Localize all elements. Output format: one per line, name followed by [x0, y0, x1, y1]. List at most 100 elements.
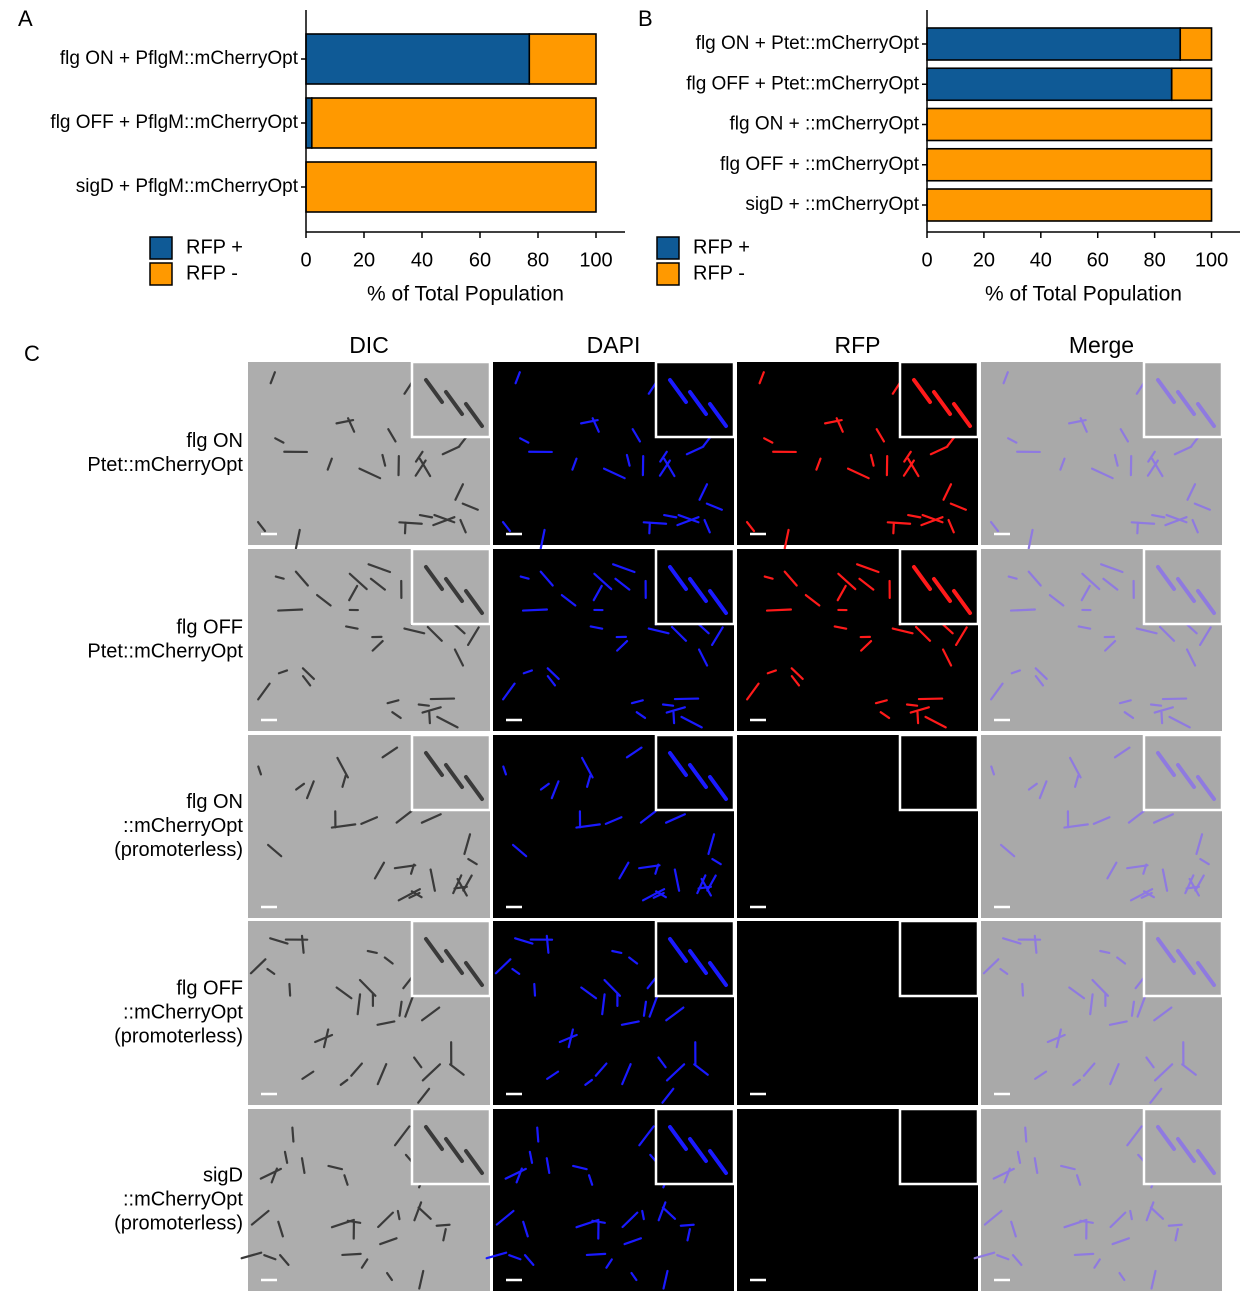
bar-segment	[927, 68, 1172, 100]
cell	[342, 1254, 360, 1255]
cell	[644, 522, 666, 523]
cell	[398, 1211, 400, 1219]
cell	[673, 712, 674, 723]
cell	[888, 522, 910, 523]
bar-segment	[927, 189, 1212, 221]
cell	[681, 1225, 694, 1226]
x-tick-label: 40	[1030, 249, 1052, 271]
micrograph	[487, 1109, 734, 1291]
legend-swatch	[657, 237, 679, 259]
row-label: (promoterless)	[114, 839, 243, 861]
x-tick-label: 100	[579, 249, 612, 271]
inset	[900, 1109, 978, 1184]
bar-segment	[927, 28, 1180, 60]
micrograph	[737, 362, 978, 548]
row-label: Ptet::mCherryOpt	[87, 640, 243, 662]
bar-segment	[1172, 68, 1212, 100]
x-tick-label: 100	[1195, 249, 1228, 271]
row-label: flg ON	[186, 430, 243, 452]
inset	[900, 921, 978, 996]
micrograph	[493, 549, 734, 731]
cell	[523, 609, 547, 610]
category-label: flg OFF + ::mCherryOpt	[720, 154, 920, 175]
micrograph	[248, 362, 490, 548]
row-label: (promoterless)	[114, 1212, 243, 1234]
cell	[437, 1225, 450, 1226]
row-label: (promoterless)	[114, 1025, 243, 1047]
x-tick-label: 80	[527, 249, 549, 271]
legend-label: RFP -	[693, 262, 745, 284]
cell	[663, 705, 673, 706]
bar-segment	[927, 109, 1212, 141]
bar-segment	[306, 34, 529, 84]
micrograph	[248, 549, 490, 731]
legend-label: RFP -	[186, 262, 238, 284]
row-label: flg OFF	[176, 616, 243, 638]
cell	[429, 712, 430, 723]
micrograph	[981, 362, 1222, 548]
micrograph	[975, 1109, 1222, 1291]
cell	[399, 522, 421, 523]
x-tick-label: 20	[973, 249, 995, 271]
bar-segment	[529, 34, 596, 84]
category-label: sigD + ::mCherryOpt	[745, 194, 919, 215]
x-tick-label: 40	[411, 249, 433, 271]
x-tick-label: 80	[1144, 249, 1166, 271]
cell	[1011, 609, 1035, 610]
cell	[767, 609, 791, 610]
cell	[917, 712, 918, 723]
micrograph	[737, 921, 978, 1105]
cell	[1169, 1225, 1182, 1226]
inset	[900, 735, 978, 810]
bar-segment	[306, 98, 312, 148]
row-label: flg ON	[186, 791, 243, 813]
x-tick-label: 0	[921, 249, 932, 271]
column-header: DIC	[349, 332, 389, 358]
category-label: flg ON + PflgM::mCherryOpt	[60, 48, 299, 69]
category-label: flg ON + ::mCherryOpt	[729, 114, 919, 135]
row-label: sigD	[203, 1164, 243, 1186]
column-header: Merge	[1069, 332, 1134, 358]
micrograph	[248, 921, 490, 1105]
micrograph	[737, 735, 978, 918]
micrograph	[981, 549, 1222, 731]
x-tick-label: 0	[300, 249, 311, 271]
x-axis-title: % of Total Population	[985, 283, 1182, 306]
cell	[1022, 984, 1023, 996]
micrograph	[981, 735, 1222, 918]
micrograph	[248, 735, 490, 918]
legend-swatch	[657, 263, 679, 285]
column-header: DAPI	[587, 332, 641, 358]
cell	[587, 1254, 605, 1255]
cell	[289, 984, 290, 996]
cell	[292, 1128, 293, 1142]
x-tick-label: 60	[469, 249, 491, 271]
column-header: RFP	[835, 332, 881, 358]
cell	[1025, 1128, 1026, 1142]
row-label: flg OFF	[176, 977, 243, 999]
cell	[919, 699, 942, 700]
micrograph	[737, 549, 978, 731]
cell	[431, 699, 454, 700]
category-label: flg ON + Ptet::mCherryOpt	[696, 33, 920, 54]
cell	[675, 699, 698, 700]
micrograph	[493, 735, 734, 918]
micrograph	[493, 921, 734, 1105]
micrograph	[737, 1109, 978, 1291]
row-label: ::mCherryOpt	[123, 815, 243, 837]
panel-label: B	[638, 6, 653, 31]
bar-segment	[312, 98, 596, 148]
legend-swatch	[150, 237, 172, 259]
bar-segment	[927, 149, 1212, 181]
category-label: flg OFF + PflgM::mCherryOpt	[50, 112, 298, 133]
x-tick-label: 60	[1087, 249, 1109, 271]
cell	[642, 1211, 644, 1219]
cell	[537, 1128, 538, 1142]
cell	[1163, 699, 1186, 700]
cell	[1075, 1254, 1093, 1255]
cell	[1132, 522, 1154, 523]
category-label: flg OFF + Ptet::mCherryOpt	[686, 73, 920, 94]
micrograph	[981, 921, 1222, 1105]
micrograph	[242, 1109, 490, 1291]
x-axis-title: % of Total Population	[367, 283, 564, 306]
